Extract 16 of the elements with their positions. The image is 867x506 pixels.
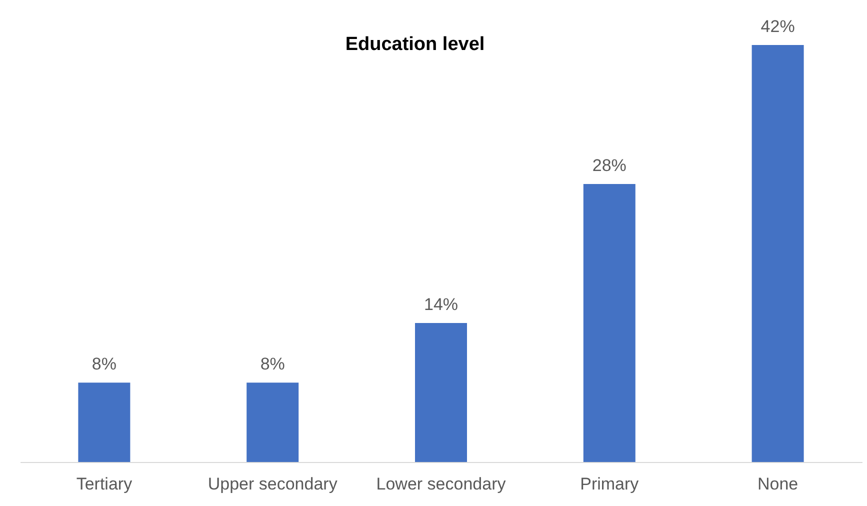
bar: [583, 184, 636, 462]
x-tick-label: Primary: [580, 474, 640, 494]
x-tick-label: Lower secondary: [376, 474, 506, 494]
bar: [415, 323, 467, 462]
data-label: 8%: [260, 354, 285, 374]
x-tick-label: None: [757, 474, 798, 494]
data-label: 28%: [592, 156, 626, 175]
x-tick-label: Tertiary: [76, 474, 133, 494]
bar: [752, 45, 804, 462]
chart-title: Education level: [345, 34, 485, 55]
bar: [246, 382, 299, 462]
bar: [78, 382, 130, 462]
data-label: 14%: [424, 295, 458, 314]
data-label: 8%: [92, 354, 116, 374]
x-tick-label: Upper secondary: [208, 474, 338, 494]
data-label: 42%: [760, 17, 795, 36]
